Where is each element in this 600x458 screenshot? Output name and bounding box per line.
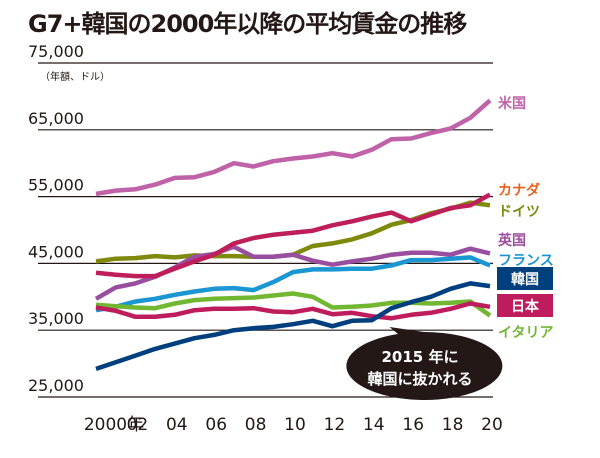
series-label: カナダ: [498, 182, 540, 199]
series-line: [95, 281, 491, 372]
x-tick-label: 12: [324, 415, 346, 435]
y-tick-label: 55,000: [28, 176, 84, 195]
annotation-line-1: 2015 年に: [382, 348, 459, 366]
series-label: 米国: [498, 95, 526, 112]
series-line: [95, 301, 491, 321]
series-label: 韓国: [511, 271, 539, 288]
unit-label: （年額、ドル）: [40, 70, 110, 83]
y-tick-label: 45,000: [28, 242, 84, 261]
legend-box: [497, 267, 553, 290]
series-label: ドイツ: [498, 204, 540, 220]
y-tick-label: 65,000: [28, 109, 84, 128]
series-line: [95, 98, 492, 197]
x-tick-label: 2000年: [84, 415, 144, 435]
series-line: [95, 192, 492, 279]
chart-title: G7+韓国の2000年以降の平均賃金の推移: [28, 10, 467, 38]
series-line: [95, 255, 491, 313]
x-tick-label: 18: [442, 415, 464, 435]
y-tick-label: 25,000: [28, 376, 84, 395]
y-tick-label: 75,000: [28, 42, 84, 61]
x-tick-label: 16: [402, 415, 424, 435]
annotation-line-2: 韓国に抜かれる: [367, 370, 472, 388]
series-label: 英国: [497, 232, 526, 249]
y-tick-label: 35,000: [28, 309, 84, 328]
series-label: 日本: [511, 298, 540, 315]
series-line: [95, 291, 492, 318]
legend-box: [497, 294, 553, 317]
x-tick-label: 10: [284, 415, 306, 435]
x-tick-label: 20: [481, 415, 503, 435]
x-tick-label: 08: [245, 415, 267, 435]
x-tick-label: 14: [363, 415, 385, 435]
annotation-callout: 2015 年に 韓国に抜かれる: [346, 327, 503, 400]
x-tick-label: 02: [127, 415, 149, 435]
series-label: フランス: [498, 253, 554, 269]
x-tick-label: 06: [205, 415, 227, 435]
x-tick-label: 04: [166, 415, 188, 435]
series-label: イタリア: [498, 325, 553, 341]
